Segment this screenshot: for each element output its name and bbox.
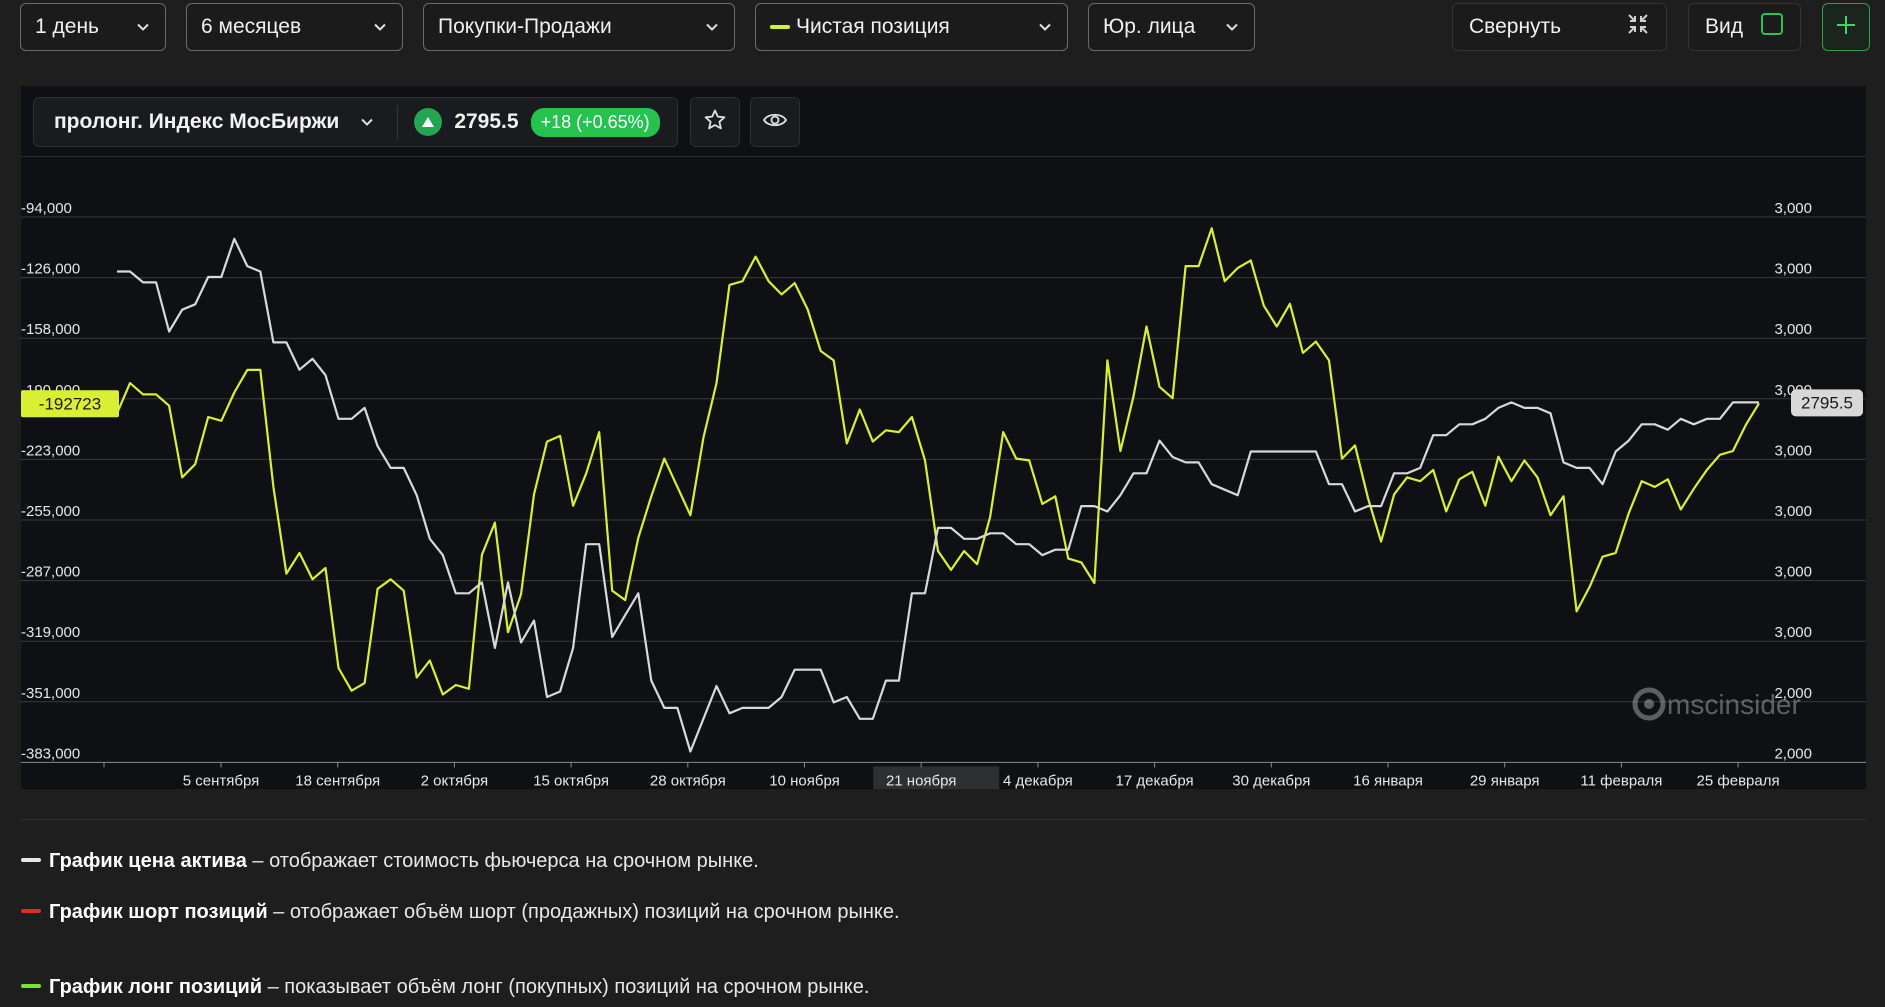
period-dropdown[interactable]: 6 месяцев xyxy=(186,3,403,51)
x-axis-tick-label: 17 декабря xyxy=(1116,772,1194,789)
chevron-down-icon xyxy=(1037,19,1053,35)
group-dropdown[interactable]: Юр. лица xyxy=(1088,3,1255,51)
legend-line-icon xyxy=(21,857,41,862)
watermark-text: mscinsider xyxy=(1667,689,1801,720)
left-axis-tick-label: -255,000 xyxy=(21,503,80,520)
collapse-button[interactable]: Свернуть xyxy=(1452,3,1667,51)
checkbox-icon xyxy=(1760,12,1784,42)
period-label: 6 месяцев xyxy=(201,15,302,38)
legend-divider xyxy=(21,819,1866,820)
chevron-down-icon xyxy=(1224,19,1240,35)
x-axis-tick-label: 18 сентября xyxy=(295,772,380,789)
left-axis-tick-label: -94,000 xyxy=(21,200,72,217)
legend-item-title: График цена актива xyxy=(49,850,247,872)
chevron-down-icon xyxy=(361,118,374,126)
x-axis-tick-label: 21 ноября xyxy=(886,772,957,789)
chevron-down-icon xyxy=(372,19,388,35)
x-axis-tick-label: 4 декабря xyxy=(1003,772,1073,789)
ticker-selector[interactable]: пролонг. Индекс МосБиржи 2795.5 +18 (+0.… xyxy=(33,97,678,147)
price-series-line xyxy=(117,237,1759,753)
price-marker xyxy=(1791,389,1863,417)
chart-panel: пролонг. Индекс МосБиржи 2795.5 +18 (+0.… xyxy=(21,86,1866,789)
x-axis-tick-label: 28 октября xyxy=(650,772,726,789)
left-axis-tick-label: -126,000 xyxy=(21,261,80,278)
left-axis-tick-label: -319,000 xyxy=(21,624,80,641)
legend-item: График цена актива – отображает стоимост… xyxy=(21,849,921,874)
eye-icon xyxy=(762,108,788,137)
legend-line-icon xyxy=(21,983,41,988)
price-marker-label: 2795.5 xyxy=(1801,393,1853,412)
net-position-marker xyxy=(21,390,119,418)
left-axis-tick-label: -351,000 xyxy=(21,685,80,702)
right-axis-tick-label: 3,000 xyxy=(1774,624,1812,641)
x-axis-tick-label: 5 сентября xyxy=(183,772,260,789)
legend-item-text: – отображает стоимость фьючерса на срочн… xyxy=(246,850,759,872)
metric-label: Чистая позиция xyxy=(796,15,950,38)
metric-line-swatch xyxy=(770,25,790,30)
x-axis-tick-label: 15 октября xyxy=(533,772,609,789)
left-axis-tick-label: -158,000 xyxy=(21,321,80,338)
left-axis-tick-label: -287,000 xyxy=(21,564,80,581)
legend-item-title: График лонг позиций xyxy=(49,976,263,998)
view-button[interactable]: Вид xyxy=(1688,3,1801,51)
ticker-name: пролонг. Индекс МосБиржи xyxy=(54,110,340,133)
x-axis-tick-label: 2 октября xyxy=(421,772,488,789)
x-axis-hover-highlight xyxy=(873,766,1000,789)
ticker-price: 2795.5 xyxy=(454,110,519,133)
legend-line-icon xyxy=(21,908,41,913)
x-axis-tick-label: 16 января xyxy=(1353,772,1423,789)
plus-icon xyxy=(1835,14,1857,41)
legend-item-title: График шорт позиций xyxy=(49,901,268,923)
net-position-series-line xyxy=(115,227,1760,696)
watermark-logo-icon xyxy=(1644,699,1654,709)
collapse-label: Свернуть xyxy=(1469,15,1562,38)
net-position-chart[interactable]: -94,000 3,000 -126,000 3,000 -158,000 3,000 -1… xyxy=(21,86,1866,789)
arrow-up-icon xyxy=(414,108,443,136)
mode-label: Покупки-Продажи xyxy=(438,15,612,38)
add-button[interactable] xyxy=(1822,3,1870,51)
price-change-badge: +18 (+0.65%) xyxy=(530,107,660,137)
net-position-marker-label: -192723 xyxy=(39,394,101,413)
legend-item: График лонг позиций – показывает объём л… xyxy=(21,975,921,1000)
x-axis-tick-label: 25 февраля xyxy=(1697,772,1780,789)
right-axis-tick-label: 3,000 xyxy=(1774,503,1812,520)
right-axis-tick-label: 2,000 xyxy=(1774,745,1812,762)
left-axis-tick-label: -223,000 xyxy=(21,442,80,459)
right-axis-tick-label: 3,000 xyxy=(1774,261,1812,278)
watermark-logo-icon xyxy=(1632,687,1666,721)
right-axis-tick-label: 3,000 xyxy=(1774,321,1812,338)
left-axis-tick-label: -383,000 xyxy=(21,745,80,762)
x-axis-tick-label: 30 декабря xyxy=(1232,772,1310,789)
chevron-down-icon xyxy=(704,19,720,35)
metric-dropdown[interactable]: Чистая позиция xyxy=(755,3,1068,51)
x-axis-tick-label: 10 ноября xyxy=(769,772,840,789)
x-axis-tick-label: 29 января xyxy=(1470,772,1540,789)
legend-item-text: – отображает объём шорт (продажных) пози… xyxy=(267,901,900,923)
metric-option: Чистая позиция xyxy=(770,15,1037,39)
star-icon xyxy=(703,108,727,137)
collapse-icon xyxy=(1626,12,1650,42)
legend-item: График шорт позиций – отображает объём ш… xyxy=(21,900,921,925)
legend-item-text: – показывает объём лонг (покупных) позиц… xyxy=(262,976,870,998)
chart-header: пролонг. Индекс МосБиржи 2795.5 +18 (+0.… xyxy=(21,86,1866,157)
interval-dropdown[interactable]: 1 день xyxy=(20,3,166,51)
ticker-divider xyxy=(397,105,399,139)
right-axis-tick-label: 3,000 xyxy=(1774,564,1812,581)
favorite-button[interactable] xyxy=(690,97,740,147)
view-label: Вид xyxy=(1705,15,1743,38)
right-axis-tick-label: 2,000 xyxy=(1774,685,1812,702)
watermark: mscinsider xyxy=(1632,687,1801,721)
interval-label: 1 день xyxy=(35,15,99,38)
right-axis-tick-label: 3,000 xyxy=(1774,442,1812,459)
watch-button[interactable] xyxy=(750,97,800,147)
x-axis-tick-label: 11 февраля xyxy=(1580,772,1662,789)
chevron-down-icon xyxy=(135,19,151,35)
group-label: Юр. лица xyxy=(1103,15,1196,38)
mode-dropdown[interactable]: Покупки-Продажи xyxy=(423,3,735,51)
right-axis-tick-label: 3,000 xyxy=(1774,200,1812,217)
toolbar: 1 день 6 месяцев Покупки-Продажи Чистая … xyxy=(0,0,1885,60)
